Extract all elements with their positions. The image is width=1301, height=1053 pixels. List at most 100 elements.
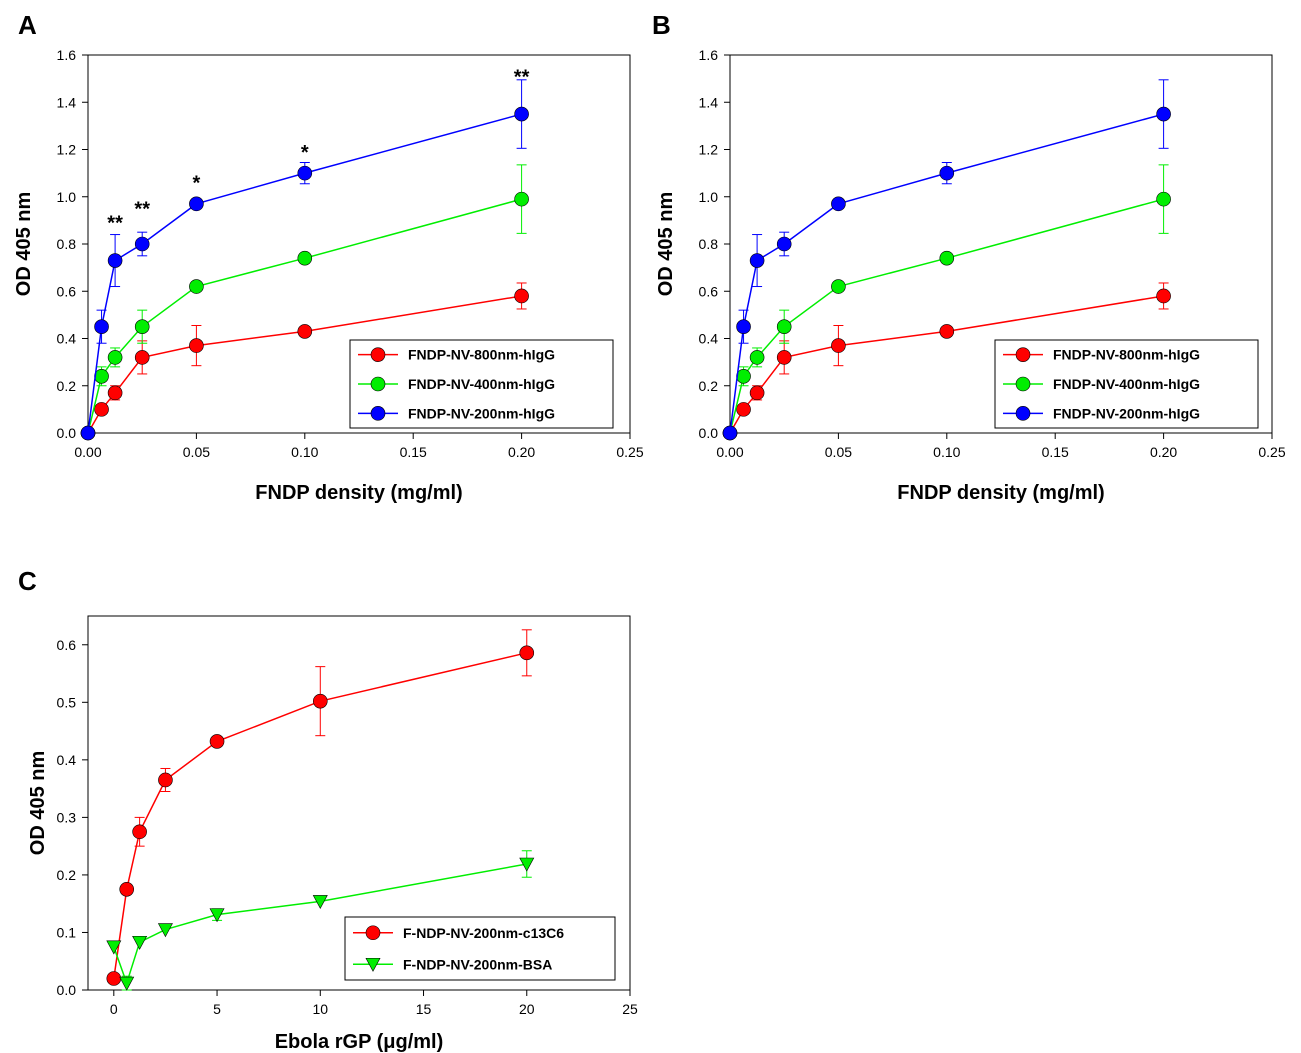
legend: FNDP-NV-800nm-hIgG FNDP-NV-400nm-hIgG FNDP… (994, 339, 1259, 429)
data-point (312, 895, 328, 910)
legend: FNDP-NV-800nm-hIgG FNDP-NV-400nm-hIgG FNDP… (349, 339, 614, 429)
y-tick-label: 0.2 (57, 378, 77, 394)
data-point (1156, 191, 1171, 207)
data-point (106, 971, 122, 986)
panel-letter-b: B (652, 10, 671, 40)
y-tick-label: 0.8 (57, 236, 77, 252)
y-tick-label: 0.2 (699, 378, 719, 394)
data-point (749, 350, 765, 365)
y-tick-label: 0.1 (57, 924, 77, 940)
x-axis-title: Ebola rGP (μg/ml) (275, 1031, 444, 1053)
data-point (107, 385, 123, 401)
y-tick-label: 1.0 (699, 189, 719, 205)
significance-annotation: ** (514, 66, 530, 88)
data-point (94, 368, 109, 384)
data-point (189, 338, 204, 353)
x-tick-label: 0.15 (1042, 444, 1069, 460)
data-point (297, 250, 313, 266)
y-tick-label: 0.3 (57, 809, 77, 825)
legend-label: FNDP-NV-400nm-hIgG (408, 376, 555, 392)
x-tick-label: 0.10 (291, 444, 318, 460)
data-point (749, 253, 765, 268)
data-point (119, 976, 135, 991)
data-point (312, 693, 328, 709)
data-point (1156, 288, 1171, 304)
y-tick-label: 0.4 (57, 331, 77, 347)
data-point (94, 319, 109, 334)
data-point (514, 191, 529, 207)
x-tick-label: 0.25 (1258, 444, 1285, 460)
x-tick-label: 15 (416, 1001, 432, 1017)
data-point (80, 425, 96, 441)
legend-marker (370, 406, 386, 421)
legend-label: FNDP-NV-400nm-hIgG (1053, 376, 1200, 392)
x-tick-label: 0.05 (183, 444, 210, 460)
data-point (297, 324, 313, 339)
x-tick-label: 0.05 (825, 444, 852, 460)
y-tick-label: 1.2 (699, 142, 719, 158)
y-tick-label: 0.6 (699, 283, 719, 299)
y-tick-label: 1.4 (699, 94, 719, 110)
data-point (134, 350, 150, 365)
x-tick-label: 0.20 (1150, 444, 1177, 460)
y-tick-label: 0.6 (57, 637, 77, 653)
y-tick-label: 0.0 (57, 982, 77, 998)
data-point (776, 319, 792, 334)
legend-marker (1015, 406, 1031, 421)
legend-marker (365, 925, 381, 941)
data-point (519, 857, 535, 872)
data-point (776, 236, 792, 252)
data-point (132, 935, 148, 950)
y-tick-label: 0.5 (57, 694, 77, 710)
data-point (119, 882, 135, 897)
series-1 (722, 282, 1171, 441)
legend-label: FNDP-NV-200nm-hIgG (408, 405, 555, 421)
data-point (157, 923, 173, 938)
y-tick-label: 1.6 (57, 47, 77, 63)
legend-label: F-NDP-NV-200nm-BSA (403, 956, 552, 972)
data-point (297, 165, 313, 181)
legend-label: FNDP-NV-800nm-hIgG (408, 347, 555, 363)
data-point (939, 250, 955, 266)
x-tick-label: 0.25 (616, 444, 643, 460)
data-point (939, 324, 955, 339)
data-point (722, 425, 738, 441)
x-tick-label: 10 (312, 1001, 328, 1017)
legend-label: FNDP-NV-200nm-hIgG (1053, 405, 1200, 421)
data-point (1156, 106, 1171, 122)
data-point (107, 253, 123, 268)
data-point (134, 319, 150, 334)
data-point (94, 402, 109, 417)
x-tick-label: 0.20 (508, 444, 535, 460)
x-tick-label: 25 (622, 1001, 638, 1017)
series-2 (106, 850, 535, 991)
data-point (209, 734, 225, 749)
legend-marker (370, 347, 386, 362)
data-point (519, 645, 535, 661)
y-tick-label: 1.4 (57, 94, 77, 110)
y-axis-title: OD 405 nm (655, 192, 677, 296)
series-3 (80, 79, 529, 441)
data-point (736, 368, 751, 384)
significance-annotation: ** (134, 199, 150, 221)
chart-panel-b: 0.00 0.05 0.10 0.15 0.20 0.25 0.0 0.2 0.4 0.6 0.8 1… (655, 47, 1286, 504)
y-tick-label: 0.0 (699, 425, 719, 441)
y-tick-label: 0.8 (699, 236, 719, 252)
data-point (749, 385, 765, 401)
legend-marker (1015, 347, 1031, 362)
panel-letter-a: A (18, 10, 37, 40)
significance-annotation: ** (107, 213, 123, 235)
y-tick-label: 1.0 (57, 189, 77, 205)
legend-marker (365, 957, 381, 972)
y-tick-label: 0.6 (57, 283, 77, 299)
series-3 (722, 79, 1171, 441)
legend-label: F-NDP-NV-200nm-c13C6 (403, 925, 564, 941)
data-point (134, 236, 150, 252)
y-tick-label: 1.2 (57, 142, 77, 158)
x-tick-label: 0.10 (933, 444, 960, 460)
y-tick-label: 0.4 (699, 331, 719, 347)
y-tick-label: 0.2 (57, 867, 77, 883)
panel-letter-c: C (18, 566, 37, 596)
x-tick-label: 20 (519, 1001, 535, 1017)
